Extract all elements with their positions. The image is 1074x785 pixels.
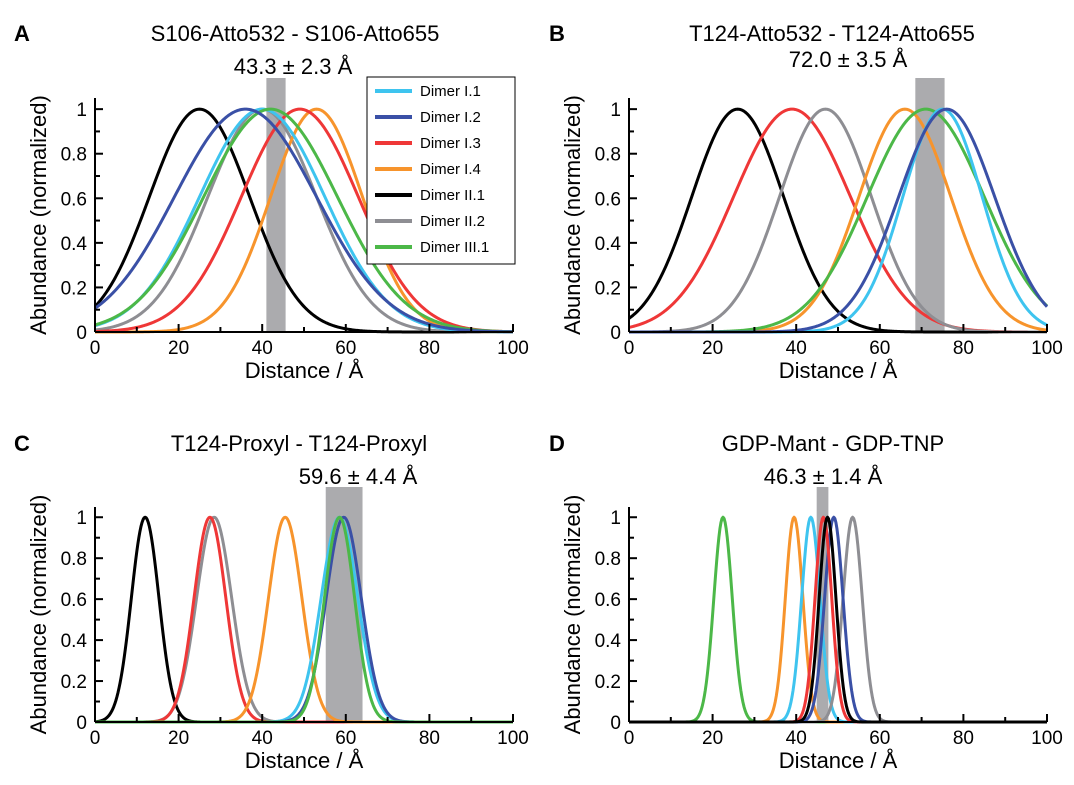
- x-tick-label: 60: [335, 728, 356, 749]
- y-tick-label: 1: [610, 508, 621, 529]
- highlight-band: [816, 487, 829, 722]
- y-tick-label: 0.2: [595, 278, 621, 299]
- y-tick-label: 0: [610, 323, 621, 344]
- series-line: [94, 107, 514, 334]
- x-tick-label: 40: [252, 338, 273, 359]
- x-tick-label: 60: [869, 728, 890, 749]
- legend-label: Dimer III.1: [420, 239, 489, 256]
- distance-annotation: 46.3 ± 1.4 Å: [764, 464, 883, 489]
- y-tick-label: 0: [76, 323, 87, 344]
- series-line: [628, 107, 1049, 334]
- y-axis-label: Abundance (normalized): [560, 95, 585, 335]
- series-line: [628, 107, 1048, 334]
- panel-letter: A: [14, 21, 30, 46]
- x-tick-label: 100: [497, 338, 529, 359]
- distance-annotation: 59.6 ± 4.4 Å: [299, 464, 418, 489]
- highlight-band: [266, 78, 286, 332]
- x-tick-label: 20: [702, 338, 723, 359]
- x-axis-label: Distance / Å: [245, 748, 364, 773]
- panel-letter: C: [14, 431, 30, 456]
- x-tick-label: 0: [624, 338, 635, 359]
- x-tick-label: 80: [953, 338, 974, 359]
- y-tick-label: 0.8: [595, 145, 621, 166]
- x-tick-label: 20: [168, 728, 189, 749]
- y-tick-label: 0.2: [61, 278, 87, 299]
- series-line: [628, 107, 1049, 334]
- x-tick-label: 40: [252, 728, 273, 749]
- x-tick-label: 20: [702, 728, 723, 749]
- y-tick-label: 0: [76, 713, 87, 734]
- panel-title: T124-Atto532 - T124-Atto655: [689, 21, 975, 46]
- y-axis-label: Abundance (normalized): [560, 495, 585, 735]
- y-tick-label: 0.8: [61, 549, 87, 570]
- chart-panel-d: 0 20 40 60 80 100 0 0.2 0.4 0.6 0.8 1 Distance / Å Ab…: [549, 431, 1063, 773]
- x-tick-label: 40: [786, 728, 807, 749]
- x-tick-label: 60: [335, 338, 356, 359]
- x-tick-label: 40: [786, 338, 807, 359]
- y-tick-label: 0.4: [61, 234, 88, 255]
- legend-label: Dimer I.2: [420, 109, 481, 126]
- x-axis-label: Distance / Å: [245, 358, 364, 383]
- y-tick-label: 0.6: [61, 189, 87, 210]
- panel-letter: D: [549, 431, 565, 456]
- x-axis-label: Distance / Å: [779, 748, 898, 773]
- y-tick-label: 0.2: [595, 672, 621, 693]
- y-tick-label: 0.6: [595, 590, 621, 611]
- legend: Dimer I.1 Dimer I.2 Dimer I.3 Dimer I.4 Dime…: [366, 76, 516, 265]
- y-axis-label: Abundance (normalized): [26, 95, 51, 335]
- chart-panel-b: 0 20 40 60 80 100 0 0.2 0.4 0.6 0.8 1 Distance / Å Ab…: [549, 21, 1063, 383]
- x-tick-label: 20: [168, 338, 189, 359]
- series-line: [628, 107, 1048, 334]
- x-tick-label: 0: [90, 728, 101, 749]
- x-tick-label: 80: [953, 728, 974, 749]
- y-tick-label: 0.4: [595, 631, 622, 652]
- panel-letter: B: [549, 21, 565, 46]
- series-line: [628, 107, 1048, 334]
- panel-title: GDP-Mant - GDP-TNP: [722, 431, 944, 456]
- legend-label: Dimer II.1: [420, 187, 485, 204]
- series-line: [628, 107, 1048, 334]
- series-line: [628, 107, 1048, 334]
- y-tick-label: 0.6: [595, 189, 621, 210]
- y-axis-label: Abundance (normalized): [26, 495, 51, 735]
- x-tick-label: 80: [419, 728, 440, 749]
- legend-label: Dimer I.4: [420, 161, 481, 178]
- x-tick-label: 100: [1031, 728, 1063, 749]
- x-axis-label: Distance / Å: [779, 358, 898, 383]
- y-tick-label: 0.8: [595, 549, 621, 570]
- y-tick-label: 1: [76, 100, 87, 121]
- y-tick-label: 1: [76, 508, 87, 529]
- legend-label: Dimer I.1: [420, 83, 481, 100]
- y-tick-label: 0.6: [61, 590, 87, 611]
- distance-annotation: 43.3 ± 2.3 Å: [234, 54, 353, 79]
- chart-panel-a: 0 20 40 60 80 100 0 0.2 0.4 0.6 0.8 1 Distance / Å Ab…: [14, 21, 529, 383]
- panel-title: S106-Atto532 - S106-Atto655: [151, 21, 440, 46]
- series-line: [94, 107, 514, 334]
- y-tick-label: 0.4: [595, 234, 622, 255]
- distance-annotation: 72.0 ± 3.5 Å: [789, 47, 908, 72]
- x-tick-label: 0: [90, 338, 101, 359]
- chart-panel-c: 0 20 40 60 80 100 0 0.2 0.4 0.6 0.8 1 Distance / Å Ab…: [14, 431, 529, 773]
- x-tick-label: 60: [869, 338, 890, 359]
- y-tick-label: 0.2: [61, 672, 87, 693]
- y-tick-label: 0: [610, 713, 621, 734]
- series-line: [94, 107, 514, 334]
- x-tick-label: 100: [497, 728, 529, 749]
- legend-label: Dimer I.3: [420, 135, 481, 152]
- x-tick-label: 100: [1031, 338, 1063, 359]
- x-tick-label: 80: [419, 338, 440, 359]
- y-tick-label: 0.4: [61, 631, 88, 652]
- legend-label: Dimer II.2: [420, 213, 485, 230]
- panel-title: T124-Proxyl - T124-Proxyl: [171, 431, 427, 456]
- y-tick-label: 0.8: [61, 145, 87, 166]
- y-tick-label: 1: [610, 100, 621, 121]
- x-tick-label: 0: [624, 728, 635, 749]
